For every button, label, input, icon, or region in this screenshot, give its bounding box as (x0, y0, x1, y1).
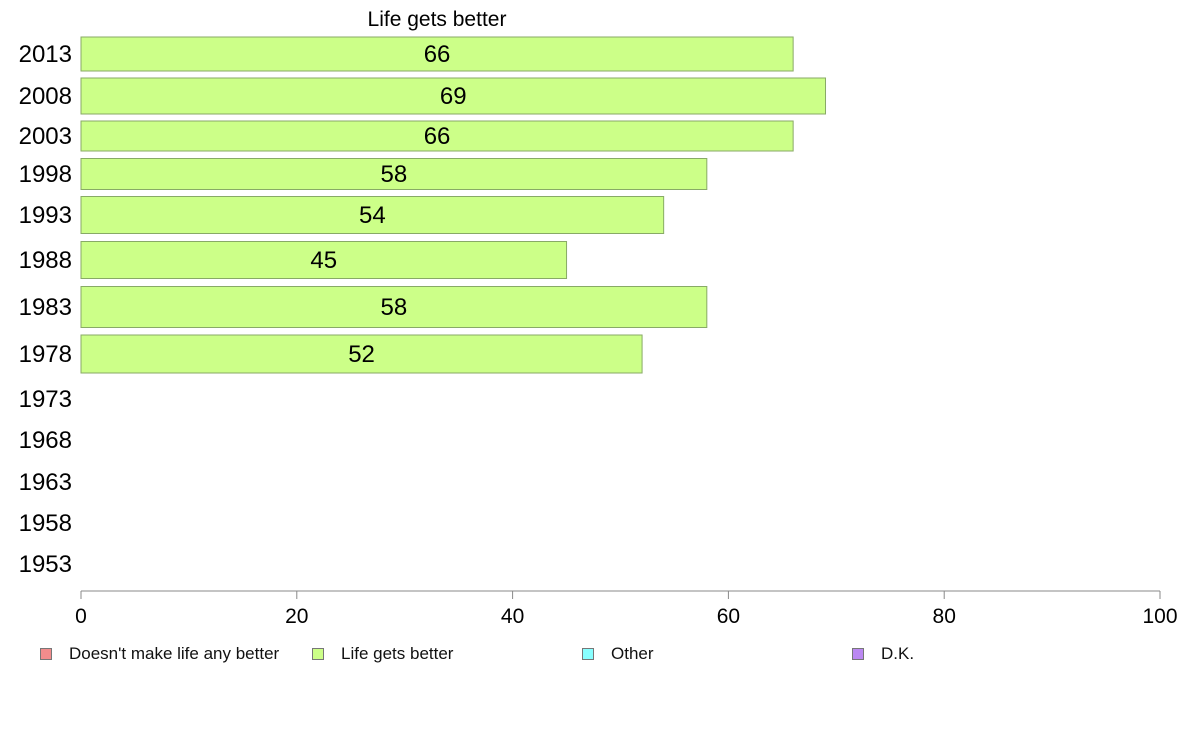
bar-1988 (80, 241, 568, 279)
data-label-1978: 52 (348, 341, 375, 368)
data-label-2013: 66 (424, 41, 451, 68)
y-tick-label-1998: 1998 (19, 161, 72, 188)
bar-1993 (80, 196, 665, 234)
x-tick-label-80: 80 (933, 605, 956, 628)
bar-2008 (80, 77, 827, 115)
legend-label: Doesn't make life any better (69, 644, 280, 663)
y-tick-label-1978: 1978 (19, 341, 72, 368)
y-tick-label-1973: 1973 (19, 386, 72, 413)
x-tick-label-0: 0 (75, 605, 87, 628)
legend-label: D.K. (881, 644, 915, 663)
data-label-1983: 58 (381, 294, 408, 321)
y-tick-label-1958: 1958 (19, 510, 72, 537)
bar-1978 (80, 334, 643, 374)
legend-item-doesnt-make-better: Doesn't make life any better (40, 644, 279, 664)
legend-item-life-gets-better: Life gets better (312, 644, 453, 664)
x-tick-label-40: 40 (501, 605, 524, 628)
y-tick-label-2003: 2003 (19, 123, 72, 150)
legend-swatch-life-gets-better (312, 648, 324, 660)
data-label-2008: 69 (440, 83, 467, 110)
data-label-1988: 45 (310, 247, 337, 274)
bar-1998 (80, 158, 708, 190)
legend-label: Life gets better (341, 644, 454, 663)
y-tick-label-2008: 2008 (19, 83, 72, 110)
legend-swatch-other (582, 648, 594, 660)
y-tick-label-1963: 1963 (19, 469, 72, 496)
bar-2003 (80, 120, 794, 152)
bar-2013 (80, 36, 794, 72)
legend-item-dk: D.K. (852, 644, 914, 664)
x-axis: 0 20 40 60 80 100 (75, 590, 1178, 628)
bar-1983 (80, 286, 708, 328)
legend-item-other: Other (582, 644, 654, 664)
y-tick-label-1983: 1983 (19, 294, 72, 321)
legend-swatch-dk (852, 648, 864, 660)
y-tick-label-1968: 1968 (19, 427, 72, 454)
x-tick-label-100: 100 (1142, 605, 1177, 628)
legend: Doesn't make life any better Life gets b… (0, 644, 1188, 666)
legend-swatch-doesnt-make-better (40, 648, 52, 660)
y-tick-label-2013: 2013 (19, 41, 72, 68)
chart-title: Life gets better (368, 8, 507, 31)
data-label-1998: 58 (381, 161, 408, 188)
y-tick-label-1953: 1953 (19, 551, 72, 578)
data-label-2003: 66 (424, 123, 451, 150)
data-label-1993: 54 (359, 202, 386, 229)
x-tick-label-60: 60 (717, 605, 740, 628)
y-tick-label-1988: 1988 (19, 247, 72, 274)
y-tick-label-1993: 1993 (19, 202, 72, 229)
x-tick-label-20: 20 (285, 605, 308, 628)
y-axis-labels: 2013 2008 2003 1998 1993 1988 1983 1978 1973 1968… (19, 41, 72, 578)
legend-label: Other (611, 644, 654, 663)
